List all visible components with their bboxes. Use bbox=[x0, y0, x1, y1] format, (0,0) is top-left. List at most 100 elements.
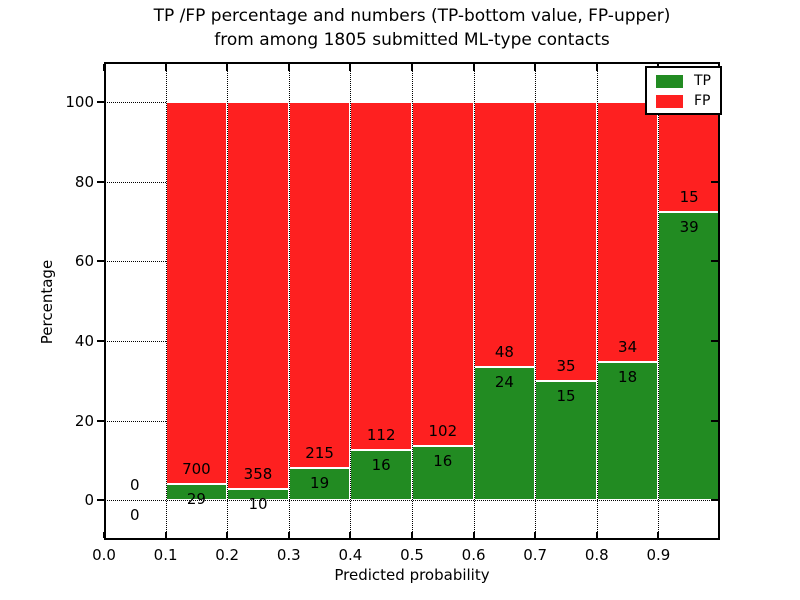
x-tick-mark-top bbox=[472, 64, 475, 71]
x-tick-mark-top bbox=[103, 64, 105, 71]
gridline-x-0.1 bbox=[165, 62, 167, 540]
gridline-x-0.7 bbox=[535, 62, 537, 540]
tp-count-label: 10 bbox=[248, 495, 268, 514]
tp-count-label: 29 bbox=[186, 490, 206, 509]
tp-count-label: 16 bbox=[433, 452, 453, 471]
x-tick-mark-top bbox=[164, 64, 167, 71]
legend: TP FP bbox=[645, 66, 722, 115]
tp-legend-swatch bbox=[656, 74, 683, 88]
y-tick-label: 80 bbox=[74, 172, 94, 191]
y-tick-mark-right bbox=[711, 339, 718, 342]
y-tick-mark-right bbox=[711, 260, 718, 263]
x-tick-label: 0.6 bbox=[461, 546, 486, 564]
bar-fp-segment bbox=[473, 101, 536, 368]
fp-count-label: 35 bbox=[556, 356, 576, 375]
y-tick-label: 100 bbox=[65, 92, 94, 111]
bar-fp-segment bbox=[535, 101, 597, 381]
bar-fp-segment bbox=[227, 101, 289, 490]
x-axis-label: Predicted probability bbox=[334, 566, 490, 584]
y-tick-label: 60 bbox=[74, 252, 94, 271]
legend-item-tp: TP bbox=[656, 74, 711, 88]
x-tick-label: 0.1 bbox=[153, 546, 178, 564]
x-tick-mark-bottom bbox=[534, 532, 537, 538]
fp-count-label: 15 bbox=[679, 188, 699, 207]
x-tick-label: 0.0 bbox=[92, 546, 116, 564]
tp-count-label: 0 bbox=[130, 506, 140, 525]
y-tick-mark bbox=[97, 100, 104, 103]
x-tick-mark-bottom bbox=[164, 532, 167, 538]
gridline-x-0.5 bbox=[412, 62, 413, 540]
gridline-x-0.2 bbox=[227, 62, 229, 540]
gridline-x-0.4 bbox=[350, 62, 352, 540]
bar-fp-segment bbox=[165, 101, 228, 485]
fp-legend-label: FP bbox=[694, 93, 711, 109]
x-tick-mark-top bbox=[595, 64, 598, 71]
gridline-x-0.3 bbox=[288, 62, 290, 540]
y-tick-mark-right bbox=[711, 499, 718, 502]
x-tick-mark-top bbox=[226, 64, 229, 71]
x-tick-mark-bottom bbox=[595, 532, 598, 538]
x-tick-mark-top bbox=[287, 64, 290, 71]
x-tick-label: 0.9 bbox=[646, 546, 671, 564]
x-tick-mark-bottom bbox=[287, 532, 290, 538]
x-tick-mark-bottom bbox=[226, 532, 229, 538]
tp-count-label: 19 bbox=[310, 473, 330, 492]
fp-count-label: 102 bbox=[428, 422, 458, 441]
fp-count-label: 700 bbox=[182, 460, 211, 479]
bar-tp-segment bbox=[350, 450, 412, 501]
tp-legend-label: TP bbox=[694, 73, 711, 89]
y-tick-mark bbox=[97, 260, 104, 263]
x-tick-mark-bottom bbox=[472, 532, 475, 538]
bar-fp-segment bbox=[288, 101, 351, 468]
x-tick-mark-top bbox=[534, 64, 537, 71]
x-tick-mark-bottom bbox=[103, 532, 105, 538]
x-tick-mark-bottom bbox=[349, 532, 352, 538]
chart-title: TP /FP percentage and numbers (TP-bottom… bbox=[0, 4, 800, 52]
y-tick-label: 40 bbox=[74, 331, 94, 350]
tp-count-label: 16 bbox=[371, 456, 391, 475]
y-tick-mark bbox=[97, 419, 104, 422]
fp-count-label: 48 bbox=[494, 343, 514, 362]
x-tick-mark-bottom bbox=[657, 532, 660, 538]
legend-item-fp: FP bbox=[656, 94, 711, 108]
y-tick-label: 0 bbox=[84, 491, 94, 510]
bar-tp-segment bbox=[412, 446, 474, 501]
chart-title-line-1: TP /FP percentage and numbers (TP-bottom… bbox=[153, 6, 671, 26]
fp-count-label: 215 bbox=[305, 443, 334, 462]
x-tick-label: 0.5 bbox=[400, 546, 424, 564]
bar-tp-segment bbox=[596, 362, 659, 501]
x-tick-mark-top bbox=[411, 64, 413, 71]
bar-fp-segment bbox=[596, 101, 659, 363]
fp-count-label: 358 bbox=[243, 465, 273, 484]
chart-title-line-2: from among 1805 submitted ML-type contac… bbox=[214, 30, 610, 50]
tp-count-label: 39 bbox=[679, 218, 699, 237]
fp-count-label: 112 bbox=[366, 426, 396, 445]
x-tick-label: 0.3 bbox=[276, 546, 301, 564]
bar-tp-segment bbox=[658, 212, 720, 501]
y-tick-mark bbox=[97, 339, 104, 342]
x-tick-mark-top bbox=[349, 64, 352, 71]
bar-tp-segment bbox=[288, 467, 351, 501]
bar-tp-segment bbox=[473, 367, 536, 501]
tp-count-label: 15 bbox=[556, 386, 576, 405]
tp-count-label: 24 bbox=[494, 373, 514, 392]
y-tick-label: 20 bbox=[74, 411, 94, 430]
fp-count-label: 0 bbox=[130, 476, 140, 495]
bar-fp-segment bbox=[350, 101, 412, 451]
gridline-x-0.9 bbox=[658, 62, 660, 540]
x-tick-mark-bottom bbox=[411, 532, 413, 538]
tp-count-label: 18 bbox=[618, 368, 638, 387]
bar-fp-segment bbox=[412, 101, 474, 447]
y-tick-mark bbox=[97, 180, 104, 183]
y-tick-mark bbox=[97, 499, 104, 502]
y-tick-mark-right bbox=[711, 180, 718, 183]
fp-count-label: 34 bbox=[618, 338, 638, 357]
y-tick-mark-right bbox=[711, 419, 718, 422]
x-tick-label: 0.8 bbox=[584, 546, 609, 564]
gridline-x-0.8 bbox=[596, 62, 598, 540]
fp-legend-swatch bbox=[656, 94, 683, 108]
x-tick-label: 0.7 bbox=[523, 546, 548, 564]
x-tick-label: 0.4 bbox=[338, 546, 363, 564]
